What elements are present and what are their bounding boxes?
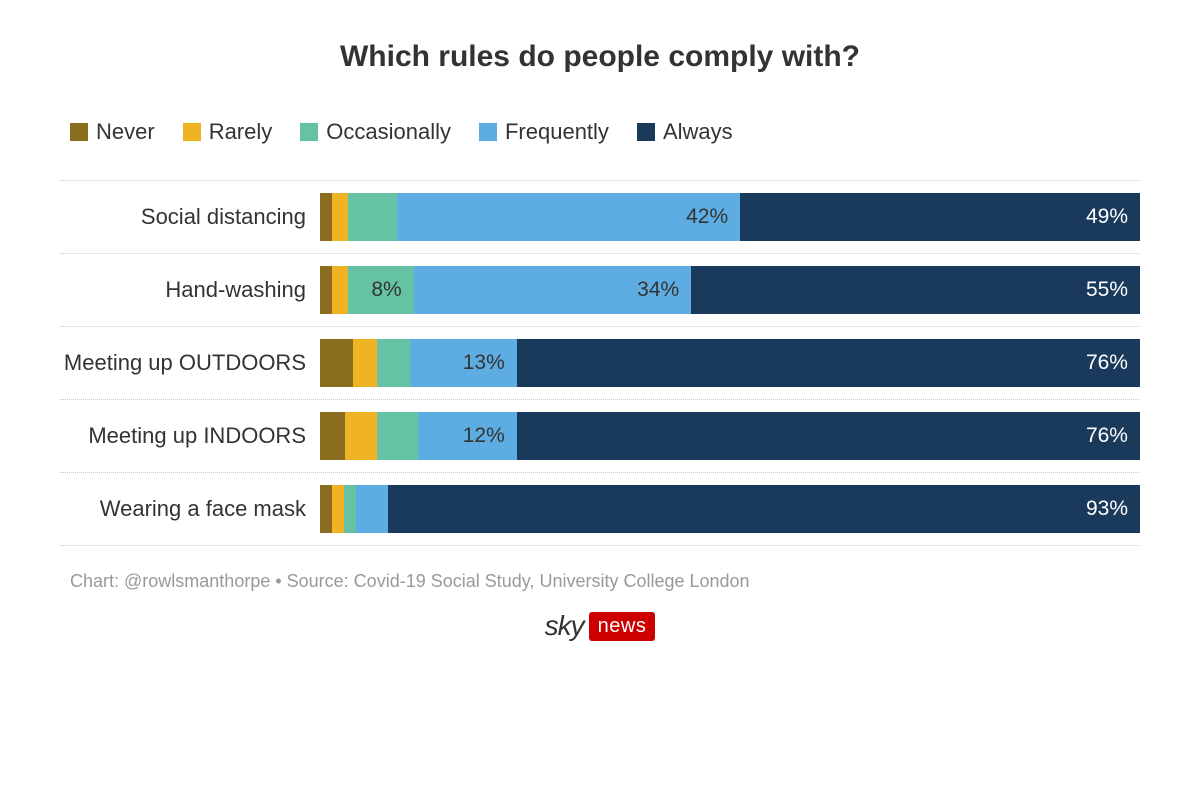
bar-segment: 13% [410, 339, 517, 387]
bar-segment [320, 339, 353, 387]
sky-news-logo: sky news [545, 610, 656, 642]
legend-label: Rarely [209, 119, 273, 145]
bar-segment: 55% [691, 266, 1140, 314]
bar-segment [320, 193, 332, 241]
bar-segment: 93% [388, 485, 1140, 533]
bar-segment [356, 485, 388, 533]
legend-label: Frequently [505, 119, 609, 145]
bar-segment [377, 412, 418, 460]
bar-segment: 76% [517, 412, 1140, 460]
bar-segment [320, 485, 332, 533]
bar-value-label: 55% [1086, 278, 1128, 302]
bar-value-label: 34% [637, 278, 679, 302]
bar-value-label: 76% [1086, 424, 1128, 448]
bar-wrapper: 13% 76% [320, 339, 1140, 387]
bar-segment: 49% [740, 193, 1140, 241]
bar-segment: 42% [397, 193, 740, 241]
row-label: Wearing a face mask [60, 496, 320, 522]
legend-item: Frequently [479, 119, 609, 145]
bar-value-label: 76% [1086, 351, 1128, 375]
legend-item: Occasionally [300, 119, 451, 145]
row-label: Meeting up OUTDOORS [60, 350, 320, 376]
legend-swatch [300, 123, 318, 141]
bar-value-label: 42% [686, 205, 728, 229]
bar-segment: 34% [414, 266, 691, 314]
source-attribution: Chart: @rowlsmanthorpe • Source: Covid-1… [60, 571, 1140, 592]
chart-container: Which rules do people comply with? Never… [0, 0, 1200, 672]
legend-label: Occasionally [326, 119, 451, 145]
bar-segment [344, 485, 356, 533]
bar-segment: 76% [517, 339, 1140, 387]
news-logo-box: news [589, 612, 656, 641]
bar-segment: 8% [348, 266, 413, 314]
chart-row: Meeting up INDOORS 12% 76% [60, 400, 1140, 473]
bar-value-label: 13% [463, 351, 505, 375]
chart-row: Meeting up OUTDOORS 13% 76% [60, 327, 1140, 400]
legend-label: Always [663, 119, 733, 145]
bar-segment: 12% [418, 412, 516, 460]
bar-segment [320, 412, 345, 460]
bar-value-label: 12% [463, 424, 505, 448]
bar-segment [320, 266, 332, 314]
legend-swatch [479, 123, 497, 141]
legend-swatch [637, 123, 655, 141]
row-label: Meeting up INDOORS [60, 423, 320, 449]
chart-row: Wearing a face mask 93% [60, 473, 1140, 546]
bar-wrapper: 42% 49% [320, 193, 1140, 241]
chart-title: Which rules do people comply with? [60, 40, 1140, 74]
legend: Never Rarely Occasionally Frequently Always [60, 119, 1140, 145]
legend-item: Always [637, 119, 733, 145]
legend-item: Rarely [183, 119, 273, 145]
bar-wrapper: 12% 76% [320, 412, 1140, 460]
chart-row: Hand-washing 8% 34% 55% [60, 254, 1140, 327]
bar-value-label: 8% [371, 278, 401, 302]
bar-wrapper: 8% 34% 55% [320, 266, 1140, 314]
legend-swatch [70, 123, 88, 141]
logo-area: sky news [60, 610, 1140, 642]
bar-value-label: 93% [1086, 497, 1128, 521]
row-label: Social distancing [60, 204, 320, 230]
bar-wrapper: 93% [320, 485, 1140, 533]
chart-row: Social distancing 42% 49% [60, 180, 1140, 254]
row-label: Hand-washing [60, 277, 320, 303]
bar-segment [332, 193, 348, 241]
bar-segment [332, 485, 344, 533]
legend-item: Never [70, 119, 155, 145]
legend-label: Never [96, 119, 155, 145]
bar-segment [348, 193, 397, 241]
bar-value-label: 49% [1086, 205, 1128, 229]
chart-rows: Social distancing 42% 49% Hand-washing 8% 34%… [60, 180, 1140, 546]
bar-segment [345, 412, 378, 460]
bar-segment [332, 266, 348, 314]
bar-segment [353, 339, 378, 387]
sky-logo-text: sky [545, 610, 584, 642]
bar-segment [377, 339, 410, 387]
legend-swatch [183, 123, 201, 141]
